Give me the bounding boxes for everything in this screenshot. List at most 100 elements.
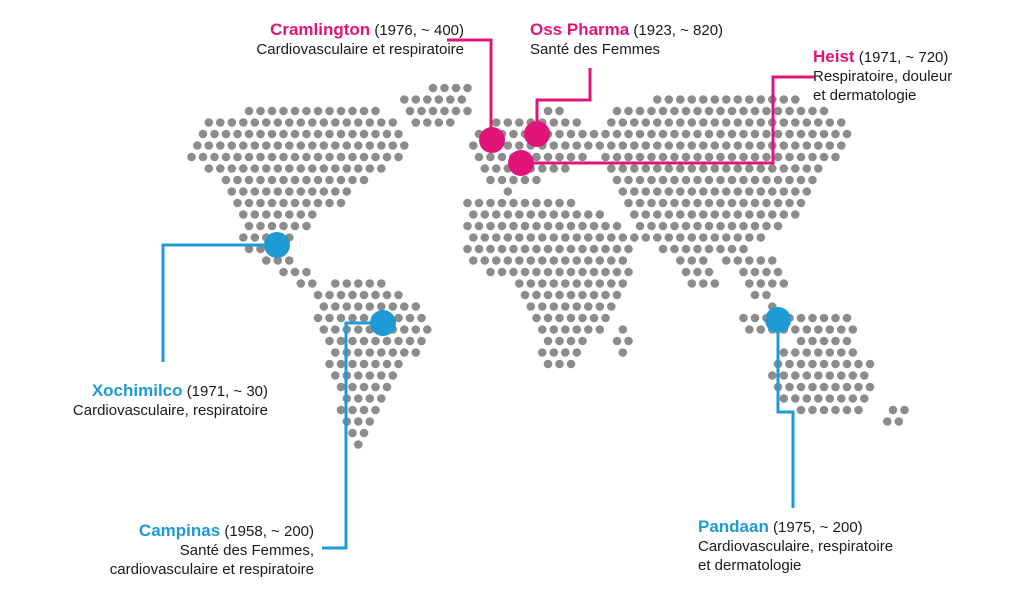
land-dot [768,187,777,196]
land-dot [848,325,858,334]
land-dot [359,175,369,185]
pandaan-marker[interactable] [765,307,791,333]
land-dot [791,141,800,150]
land-dot [842,405,852,415]
land-dot [681,221,691,231]
land-dot [405,313,415,323]
land-dot [250,118,260,127]
land-dot [624,129,633,139]
campinas-leader-line [322,321,383,550]
land-dot [676,141,685,150]
land-dot [566,129,576,139]
land-dot [561,210,570,219]
land-dot [618,256,628,265]
land-dot [555,244,564,254]
land-dot [515,233,524,242]
land-dot [647,152,656,162]
land-dot [831,152,840,162]
land-dot [762,290,771,300]
land-dot [716,152,725,162]
land-dot [693,175,702,185]
land-dot [739,221,748,231]
land-dot [520,290,530,300]
land-dot [331,279,340,288]
heist-marker[interactable] [508,150,534,176]
land-dot [509,221,518,231]
land-dot [808,129,817,139]
cramlington-marker[interactable] [479,127,505,153]
land-dot [848,348,858,357]
land-dot [411,118,421,127]
land-dot [348,313,357,323]
land-dot [612,175,622,185]
land-dot [296,141,306,150]
land-dot [704,267,714,277]
land-dot [785,175,794,185]
land-dot [486,152,495,162]
land-dot [313,106,323,116]
land-dot [819,152,829,162]
land-dot [319,325,329,334]
land-dot [256,152,265,162]
land-dot [687,187,697,196]
land-dot [262,118,271,127]
land-dot [618,233,628,242]
land-dot [641,118,651,127]
land-dot [635,221,645,231]
land-dot [371,359,380,369]
land-dot [543,244,553,254]
land-dot [779,371,789,380]
land-dot [635,106,645,116]
land-dot [503,256,513,265]
land-dot [463,221,472,231]
land-dot [854,382,863,392]
land-dot [837,325,846,334]
land-dot [745,210,754,219]
land-dot [762,267,771,277]
land-dot [354,394,363,403]
campinas-marker[interactable] [370,310,396,336]
land-dot [285,141,294,150]
oss-marker[interactable] [524,121,550,147]
land-dot [244,244,254,254]
xochimilco-marker[interactable] [264,232,290,258]
land-dot [681,152,691,162]
land-dot [589,129,599,139]
land-dot [716,198,725,208]
land-dot [704,221,714,231]
land-dot [336,336,346,346]
land-dot [480,256,490,265]
land-dot [313,198,323,208]
land-dot [825,394,835,403]
land-dot [359,382,369,392]
land-dot [825,118,835,127]
land-dot [262,210,271,219]
land-dot [739,106,748,116]
land-dot [733,187,743,196]
land-dot [262,187,271,196]
land-dot [543,336,553,346]
land-dot [555,129,564,139]
land-dot [377,348,386,357]
land-dot [561,164,570,173]
land-dot [681,175,691,185]
land-dot [607,141,616,150]
land-dot [463,198,472,208]
land-dot [428,83,438,93]
oss-label: Oss Pharma (1923, ~ 820) Santé des Femme… [530,19,723,60]
land-dot [331,141,340,150]
land-dot [290,198,300,208]
land-dot [722,164,731,173]
land-dot [589,221,599,231]
land-dot [348,428,357,438]
land-dot [244,106,254,116]
land-dot [773,152,783,162]
land-dot [210,129,219,139]
land-dot [842,129,852,139]
land-dot [296,187,306,196]
land-dot [267,221,277,231]
land-dot [796,106,806,116]
land-dot [227,141,237,150]
land-dot [825,348,835,357]
land-dot [497,244,507,254]
